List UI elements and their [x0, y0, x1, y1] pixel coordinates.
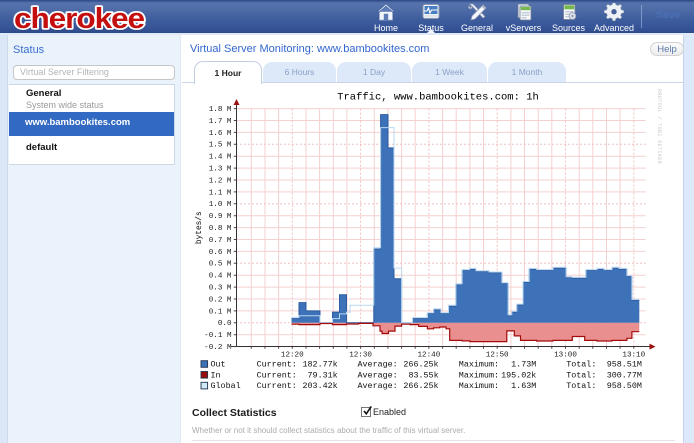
svg-text:In: In [211, 370, 221, 380]
svg-text:Current:: Current: [257, 360, 297, 370]
svg-text:958.50M: 958.50M [607, 381, 642, 391]
svg-text:195.02k: 195.02k [501, 370, 536, 380]
svg-text:300.77M: 300.77M [607, 370, 642, 380]
svg-text:Maximum:: Maximum: [459, 381, 499, 391]
svg-text:Average:: Average: [358, 360, 398, 370]
svg-text:Maximum:: Maximum: [459, 360, 499, 370]
svg-text:Average:: Average: [358, 370, 398, 380]
svg-text:0.2 M: 0.2 M [209, 296, 232, 304]
svg-text:12:20: 12:20 [281, 351, 304, 359]
svg-text:1.5 M: 1.5 M [209, 142, 232, 150]
svg-text:-0.2 M: -0.2 M [204, 344, 232, 352]
svg-text:1.73M: 1.73M [511, 360, 536, 370]
svg-text:1.1 M: 1.1 M [209, 189, 232, 197]
svg-text:0.6 M: 0.6 M [209, 249, 232, 257]
svg-text:1.63M: 1.63M [511, 381, 536, 391]
svg-text:0.8 M: 0.8 M [209, 225, 232, 233]
svg-text:1.4 M: 1.4 M [209, 154, 232, 162]
svg-text:-0.1 M: -0.1 M [204, 332, 232, 340]
svg-text:1.6 M: 1.6 M [209, 130, 232, 138]
svg-text:12:30: 12:30 [349, 351, 372, 359]
svg-text:Global: Global [211, 381, 241, 391]
svg-text:Out: Out [211, 360, 226, 370]
svg-text:Current:: Current: [257, 370, 297, 380]
svg-text:1.3 M: 1.3 M [209, 166, 232, 174]
svg-text:0.9 M: 0.9 M [209, 213, 232, 221]
svg-text:0.3 M: 0.3 M [209, 285, 232, 293]
svg-text:Total:: Total: [566, 360, 596, 370]
svg-text:266.25k: 266.25k [403, 381, 438, 391]
svg-text:958.51M: 958.51M [607, 360, 642, 370]
svg-text:13:00: 13:00 [554, 351, 577, 359]
svg-text:13:10: 13:10 [622, 351, 645, 359]
svg-text:1.7 M: 1.7 M [209, 118, 232, 126]
svg-text:0.5 M: 0.5 M [209, 261, 232, 269]
svg-text:83.55k: 83.55k [408, 370, 438, 380]
svg-text:0.4 M: 0.4 M [209, 273, 232, 281]
svg-text:cherokee: cherokee [14, 3, 145, 33]
svg-text:bytes/s: bytes/s [196, 211, 204, 244]
svg-text:79.31k: 79.31k [308, 370, 338, 380]
svg-text:12:40: 12:40 [418, 351, 441, 359]
svg-text:Total:: Total: [566, 381, 596, 391]
svg-text:203.42k: 203.42k [303, 381, 338, 391]
svg-text:0.0: 0.0 [218, 320, 232, 328]
svg-text:266.25k: 266.25k [403, 360, 438, 370]
svg-text:cherokee: cherokee [14, 4, 145, 33]
svg-text:1.2 M: 1.2 M [209, 177, 232, 185]
svg-text:12:50: 12:50 [486, 351, 509, 359]
svg-text:RRDTOOL / TOBI OETIKER: RRDTOOL / TOBI OETIKER [656, 89, 662, 164]
svg-text:182.77k: 182.77k [303, 360, 338, 370]
svg-text:Traffic, www.bambookites.com:: Traffic, www.bambookites.com: 1h [337, 92, 539, 104]
svg-text:0.7 M: 0.7 M [209, 237, 232, 245]
svg-text:Average:: Average: [358, 381, 398, 391]
svg-text:Total:: Total: [566, 370, 596, 380]
svg-text:Maximum:: Maximum: [459, 370, 499, 380]
svg-text:1.8 M: 1.8 M [209, 106, 232, 114]
svg-text:Current:: Current: [257, 381, 297, 391]
svg-text:1.0 M: 1.0 M [209, 201, 232, 209]
svg-text:0.1 M: 0.1 M [209, 308, 232, 316]
